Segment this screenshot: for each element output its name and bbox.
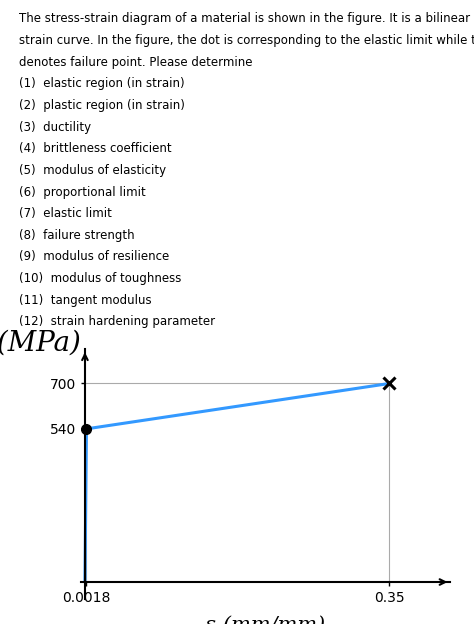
Text: (5)  modulus of elasticity: (5) modulus of elasticity — [19, 164, 166, 177]
Text: (7)  elastic limit: (7) elastic limit — [19, 207, 112, 220]
Text: (3)  ductility: (3) ductility — [19, 120, 91, 134]
Text: σ (MPa): σ (MPa) — [0, 329, 81, 356]
Text: (10)  modulus of toughness: (10) modulus of toughness — [19, 272, 182, 285]
Text: (9)  modulus of resilience: (9) modulus of resilience — [19, 250, 169, 263]
Text: (1)  elastic region (in strain): (1) elastic region (in strain) — [19, 77, 184, 90]
Text: (12)  strain hardening parameter: (12) strain hardening parameter — [19, 315, 215, 328]
Text: (11)  tangent modulus: (11) tangent modulus — [19, 294, 152, 306]
Text: strain curve. In the figure, the dot is corresponding to the elastic limit while: strain curve. In the figure, the dot is … — [19, 34, 474, 47]
Text: denotes failure point. Please determine: denotes failure point. Please determine — [19, 56, 253, 69]
Text: (6)  proportional limit: (6) proportional limit — [19, 185, 146, 198]
X-axis label: ε (mm/mm): ε (mm/mm) — [205, 616, 326, 624]
Text: The stress-strain diagram of a material is shown in the figure. It is a bilinear: The stress-strain diagram of a material … — [19, 12, 474, 26]
Text: (2)  plastic region (in strain): (2) plastic region (in strain) — [19, 99, 185, 112]
Text: (8)  failure strength: (8) failure strength — [19, 229, 135, 241]
Text: (4)  brittleness coefficient: (4) brittleness coefficient — [19, 142, 172, 155]
